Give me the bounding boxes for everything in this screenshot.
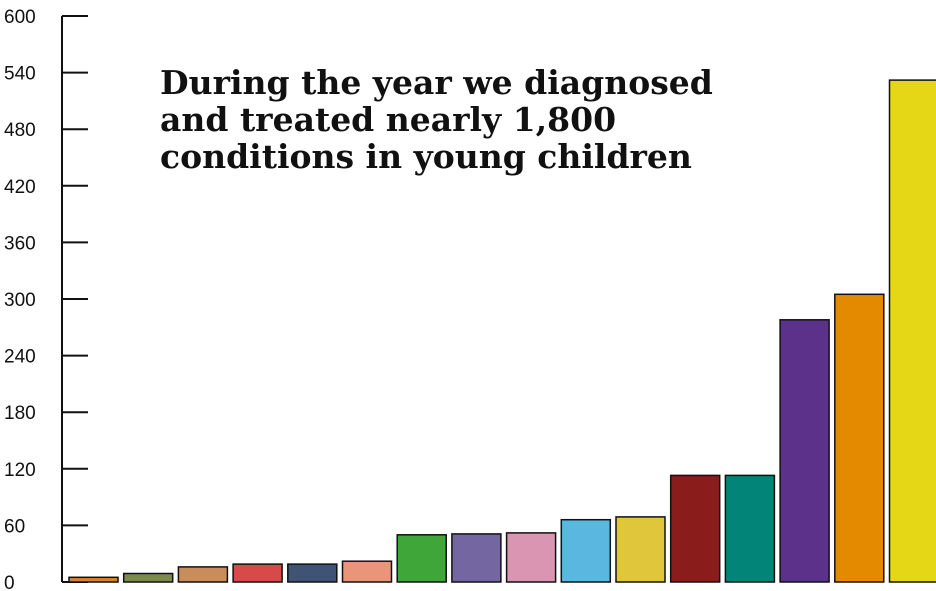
chart-title-line-2: and treated nearly 1,800	[160, 100, 617, 139]
bar	[396, 534, 447, 583]
chart-title: During the year we diagnosed and treated…	[160, 64, 760, 175]
bar	[451, 533, 502, 583]
bars	[68, 79, 936, 583]
chart-title-line-3: conditions in young children	[160, 137, 692, 176]
bar	[122, 572, 174, 583]
y-tick-label: 360	[4, 233, 36, 254]
bar	[724, 474, 776, 583]
bar	[341, 560, 393, 583]
bar	[505, 532, 557, 583]
bar	[177, 566, 229, 583]
y-tick-label: 480	[4, 120, 36, 141]
y-axis: 0 60 120 180 240 300 360 420 480 540 600	[4, 7, 88, 591]
bar	[779, 319, 830, 583]
y-tick-label: 240	[4, 347, 36, 368]
y-tick-label: 420	[4, 177, 36, 198]
bar	[560, 518, 612, 583]
y-tick-label: 540	[4, 64, 36, 85]
y-tick-label: 300	[4, 290, 36, 311]
bar	[669, 474, 721, 583]
y-tick-label: 0	[4, 573, 15, 591]
y-tick-label: 600	[4, 7, 36, 28]
bar	[615, 516, 666, 583]
bar	[232, 563, 283, 583]
y-tick-label: 120	[4, 460, 36, 481]
y-tick-label: 60	[4, 516, 25, 537]
bar	[834, 293, 885, 583]
bar	[287, 563, 338, 583]
bar	[888, 79, 936, 583]
chart-title-line-1: During the year we diagnosed	[160, 63, 713, 102]
y-tick-label: 180	[4, 403, 36, 424]
bar	[68, 576, 119, 583]
